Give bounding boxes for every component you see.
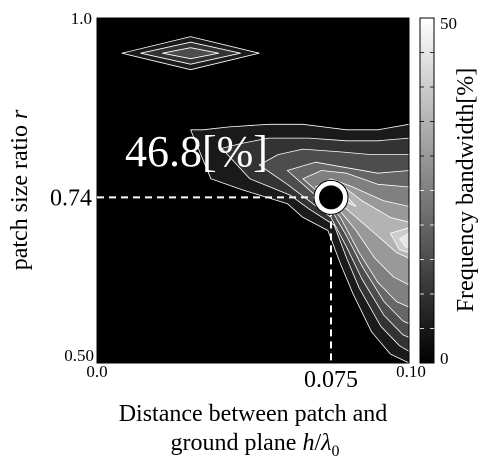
colorbar-ticks	[420, 52, 434, 329]
x-axis-label-line1: Distance between patch and	[119, 401, 388, 427]
colorbar-max-label: 50	[440, 14, 457, 33]
optimum-value-label: 46.8[%]	[125, 127, 268, 176]
x-axis-label-sep: /	[314, 430, 321, 456]
y-axis-label-var: r	[7, 109, 33, 119]
x-axis-label-line2: ground plane h/λ0	[170, 430, 339, 460]
y-tick-optimum: 0.74	[50, 185, 92, 211]
x-axis-label-var: h	[302, 430, 314, 456]
x-axis-label-lambda: λ	[320, 430, 331, 456]
x-tick-min: 0.0	[86, 362, 107, 381]
y-axis-label-text: patch size ratio	[7, 119, 33, 270]
plot-frame	[96, 17, 410, 364]
contour-region-8	[389, 227, 409, 254]
x-axis-label-sub: 0	[332, 443, 340, 460]
colorbar-min-label: 0	[440, 349, 449, 368]
contour-region-12	[162, 47, 220, 60]
y-tick-max: 1.0	[71, 9, 92, 28]
x-axis-label-line2-text: ground plane	[170, 430, 302, 456]
optimum-marker-inner	[319, 185, 343, 210]
y-tick-min: 0.50	[64, 346, 94, 365]
y-axis-label: patch size ratio r	[7, 109, 33, 270]
x-tick-max: 0.10	[396, 362, 426, 381]
colorbar-label: Frequency bandwidth[%]	[453, 68, 479, 313]
contour-region-9	[399, 232, 409, 248]
x-tick-optimum: 0.075	[304, 367, 358, 393]
